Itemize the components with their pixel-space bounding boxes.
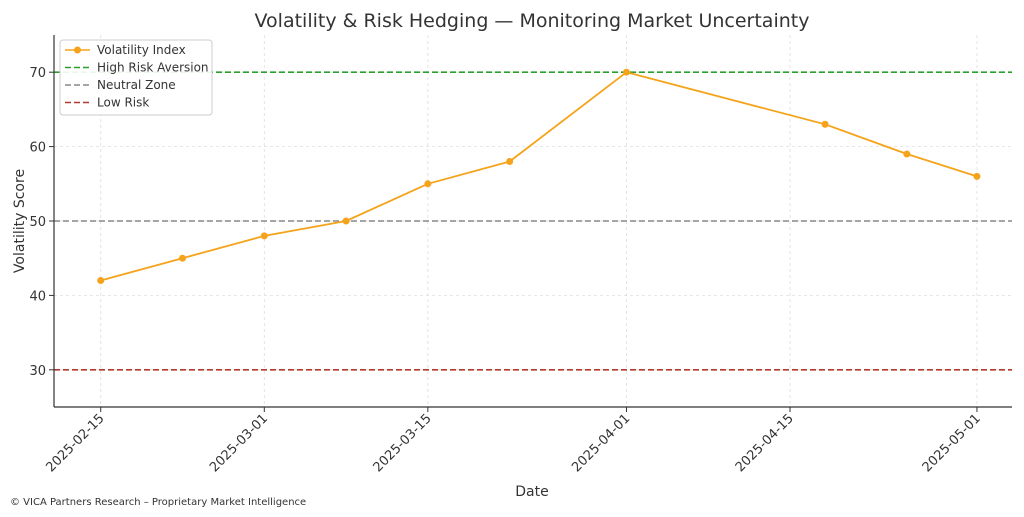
data-point [179, 254, 187, 262]
data-point [506, 157, 514, 165]
data-point [97, 277, 105, 285]
axes [49, 35, 1012, 412]
y-tick-label: 40 [29, 289, 46, 304]
chart-title: Volatility & Risk Hedging — Monitoring M… [255, 10, 810, 32]
y-tick-label: 70 [29, 66, 46, 81]
data-point [260, 232, 268, 240]
x-tick-label: 2025-03-01 [207, 411, 271, 475]
series-line [100, 71, 978, 282]
data-point [424, 180, 432, 188]
y-axis-label: Volatility Score [12, 169, 28, 273]
data-point [903, 150, 911, 158]
legend-label: High Risk Aversion [97, 61, 209, 75]
legend-label: Low Risk [97, 96, 149, 110]
legend-marker [74, 46, 81, 54]
x-tick-label: 2025-03-15 [371, 411, 435, 475]
y-tick-label: 60 [29, 141, 46, 156]
data-point [821, 120, 829, 128]
series-layer [97, 68, 981, 285]
data-point [622, 68, 630, 76]
data-point [973, 172, 981, 180]
y-tick-label: 50 [29, 215, 46, 230]
legend: Volatility Index High Risk Aversion Neutra… [59, 39, 213, 116]
reference-lines [54, 71, 1012, 371]
tick-labels: 30 40 50 60 70 2025-02-15 2025-03-01 2025-03-15… [29, 66, 983, 475]
x-axis-label: Date [515, 484, 548, 500]
x-tick-label: 2025-02-15 [44, 411, 108, 475]
x-tick-label: 2025-04-15 [733, 411, 797, 475]
legend-label: Neutral Zone [97, 78, 176, 92]
y-tick-label: 30 [29, 364, 46, 379]
legend-label: Volatility Index [97, 43, 186, 57]
x-tick-label: 2025-04-01 [569, 411, 633, 475]
footer-credit: © VICA Partners Research – Proprietary M… [10, 497, 307, 508]
data-point [342, 217, 350, 225]
x-tick-label: 2025-05-01 [920, 411, 984, 475]
legend-box [59, 39, 213, 116]
